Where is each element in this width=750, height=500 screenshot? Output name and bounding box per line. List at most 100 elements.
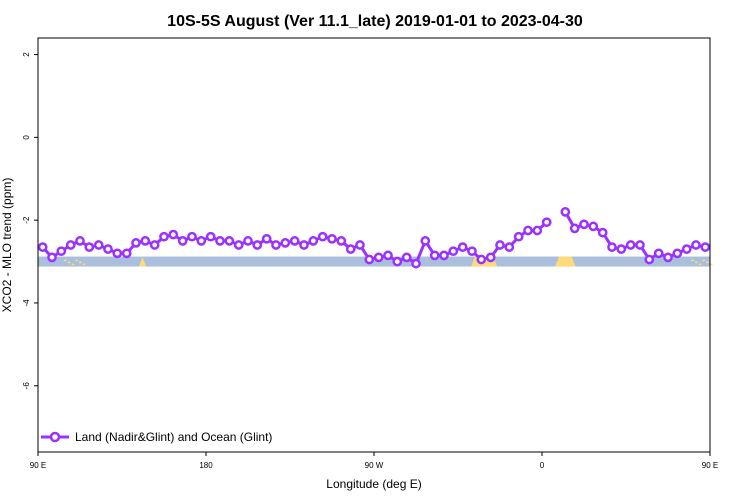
island-patch xyxy=(64,259,67,262)
land-patch xyxy=(555,256,576,267)
data-point xyxy=(243,236,253,246)
data-point xyxy=(168,229,179,240)
data-point xyxy=(93,240,104,250)
data-point xyxy=(56,246,67,257)
island-patch xyxy=(691,259,694,262)
data-point xyxy=(261,233,272,244)
data-point xyxy=(75,236,85,246)
data-point xyxy=(327,233,337,244)
x-axis: 90 E 180 90 W 0 90 E xyxy=(30,452,718,470)
island-patch xyxy=(82,263,86,266)
data-point xyxy=(112,248,123,259)
data-point xyxy=(588,221,599,232)
data-point xyxy=(355,240,365,250)
data-point xyxy=(597,227,608,238)
data-point xyxy=(653,248,664,259)
data-point xyxy=(401,252,412,263)
data-point xyxy=(411,258,421,269)
data-point xyxy=(560,207,571,217)
data-point xyxy=(663,252,673,263)
island-patch xyxy=(71,263,75,266)
data-point xyxy=(271,240,281,250)
data-point xyxy=(635,240,645,250)
data-point xyxy=(429,250,440,261)
data-point xyxy=(308,236,319,246)
data-point xyxy=(47,252,57,263)
x-tick-label: 180 xyxy=(199,461,213,470)
data-point xyxy=(140,236,151,246)
data-point xyxy=(149,240,160,250)
ocean-band xyxy=(38,256,710,267)
island-patch xyxy=(706,261,709,264)
legend-marker xyxy=(49,431,61,443)
data-point xyxy=(476,254,487,265)
x-tick-label: 0 xyxy=(540,461,545,470)
island-patch xyxy=(75,259,78,262)
y-axis: 2 0 -2 -4 -6 xyxy=(22,52,38,390)
data-point xyxy=(196,236,207,246)
data-point xyxy=(65,240,76,250)
data-series xyxy=(37,207,711,269)
data-point xyxy=(299,240,309,250)
x-tick-label: 90 W xyxy=(365,461,384,470)
data-point xyxy=(84,242,95,252)
data-point xyxy=(523,225,533,236)
data-point xyxy=(280,238,291,248)
data-point xyxy=(289,236,300,246)
y-tick-label: -6 xyxy=(22,382,31,390)
data-point xyxy=(121,248,132,259)
y-tick-label: 2 xyxy=(22,52,31,57)
y-axis-label: XCO2 - MLO trend (ppm) xyxy=(0,178,14,313)
data-point xyxy=(373,252,384,263)
data-point xyxy=(364,254,375,265)
x-tick-label: 90 E xyxy=(702,461,718,470)
y-tick-label: 0 xyxy=(22,135,31,140)
data-point xyxy=(672,248,683,259)
data-point xyxy=(420,236,431,246)
data-point xyxy=(691,240,701,250)
data-point xyxy=(485,252,496,263)
data-point xyxy=(187,231,197,242)
data-point xyxy=(392,256,403,267)
land-patch xyxy=(138,256,147,267)
data-point xyxy=(383,250,393,261)
data-point xyxy=(177,236,188,246)
x-tick-label: 90 E xyxy=(30,461,46,470)
data-point xyxy=(131,238,141,248)
data-point xyxy=(252,240,263,250)
data-point xyxy=(336,236,347,246)
data-point xyxy=(448,246,459,257)
island-patch xyxy=(67,261,71,264)
data-point xyxy=(233,240,244,250)
data-point xyxy=(541,217,552,228)
data-point xyxy=(467,246,477,257)
island-patch xyxy=(702,259,706,262)
y-tick-label: -2 xyxy=(22,216,31,224)
data-point xyxy=(439,250,449,261)
data-point xyxy=(513,231,524,242)
y-tick-label: -4 xyxy=(22,299,31,307)
data-point xyxy=(569,223,580,234)
data-point xyxy=(103,244,113,254)
data-point xyxy=(215,236,225,246)
data-point xyxy=(607,242,617,252)
data-point xyxy=(504,242,515,252)
data-point xyxy=(205,231,216,242)
data-point xyxy=(700,242,711,252)
data-point xyxy=(644,254,655,265)
island-patch xyxy=(79,261,82,264)
data-point xyxy=(625,240,636,250)
data-point xyxy=(532,225,543,236)
island-patch xyxy=(698,263,702,266)
data-point xyxy=(345,244,356,254)
island-patch xyxy=(710,263,713,266)
data-point xyxy=(579,219,589,230)
data-point xyxy=(224,236,235,246)
data-point xyxy=(159,231,169,242)
data-point xyxy=(37,242,48,252)
data-point xyxy=(457,242,468,252)
data-point xyxy=(317,231,328,242)
x-axis-label: Longitude (deg E) xyxy=(326,477,421,491)
data-point xyxy=(616,244,627,254)
